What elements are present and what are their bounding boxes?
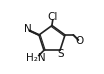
Text: N: N (24, 24, 31, 34)
Text: S: S (57, 49, 64, 59)
Text: H₂N: H₂N (26, 53, 46, 63)
Text: Cl: Cl (48, 12, 58, 22)
Text: O: O (76, 36, 84, 46)
